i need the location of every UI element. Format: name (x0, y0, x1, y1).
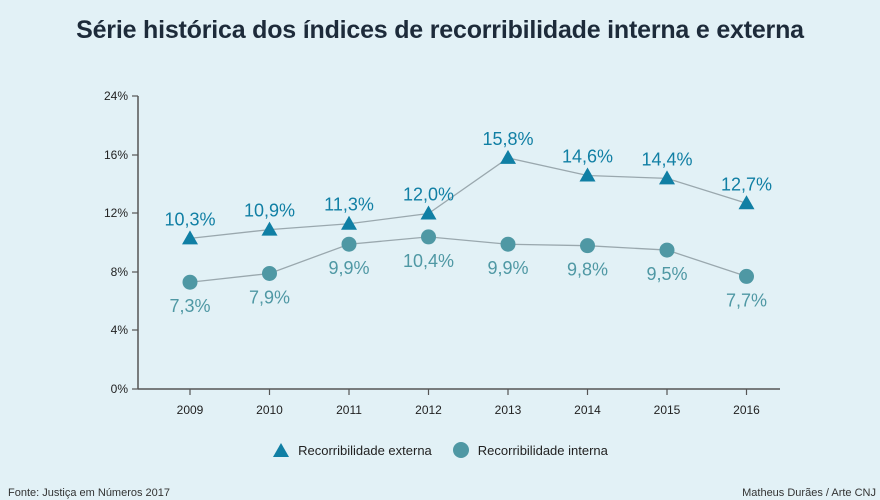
data-label-externa: 10,9% (244, 201, 295, 221)
data-point-interna (341, 236, 357, 252)
data-point-externa (659, 170, 675, 185)
legend-label-externa: Recorribilidade externa (298, 442, 432, 458)
chart-title: Série histórica dos índices de recorribi… (76, 16, 804, 44)
credit-note: Matheus Durães / Arte CNJ (742, 487, 876, 499)
x-tick-label: 2011 (336, 403, 362, 417)
x-tick-label: 2009 (177, 403, 204, 417)
data-label-interna: 7,9% (249, 287, 290, 307)
data-label-externa: 14,6% (562, 146, 613, 166)
legend-item-externa: Recorribilidade externa (272, 442, 432, 458)
legend-item-interna: Recorribilidade interna (452, 441, 608, 459)
data-label-interna: 9,8% (567, 260, 608, 280)
series-line-externa (189, 157, 747, 240)
data-label-externa: 15,8% (482, 129, 533, 149)
data-point-externa (579, 167, 596, 182)
data-label-externa: 10,3% (164, 209, 215, 229)
data-label-interna: 10,4% (403, 251, 454, 271)
series-line-interna (189, 236, 747, 283)
data-label-interna: 9,9% (328, 258, 369, 278)
data-label-externa: 11,3% (324, 195, 374, 215)
data-label-externa: 12,0% (403, 185, 454, 205)
data-point-interna (500, 236, 516, 252)
x-tick-label: 2012 (415, 403, 442, 417)
y-tick-label: 12% (104, 206, 128, 220)
data-point-externa (341, 215, 357, 230)
data-label-externa: 12,7% (721, 174, 772, 194)
data-point-externa (261, 221, 278, 236)
triangle-icon (273, 443, 290, 457)
y-tick-label: 24% (104, 89, 128, 103)
x-tick-label: 2010 (256, 403, 283, 417)
y-tick-label: 0% (111, 382, 129, 396)
data-point-interna (262, 265, 277, 281)
data-label-interna: 7,3% (169, 296, 210, 316)
data-label-interna: 7,7% (726, 290, 767, 310)
data-point-externa (738, 195, 755, 210)
y-tick-label: 8% (111, 265, 129, 279)
data-point-interna (421, 229, 436, 245)
x-tick-label: 2015 (654, 403, 681, 417)
data-point-interna (659, 242, 675, 258)
legend-label-interna: Recorribilidade interna (477, 442, 608, 458)
y-tick-label: 16% (104, 148, 128, 162)
y-tick-label: 4% (111, 323, 129, 337)
data-label-interna: 9,5% (646, 264, 687, 284)
data-point-externa (182, 230, 198, 245)
data-point-interna (739, 268, 754, 284)
x-tick-label: 2013 (495, 403, 522, 417)
data-point-externa (420, 205, 437, 220)
source-note: Fonte: Justiça em Números 2017 (8, 487, 171, 499)
data-point-externa (500, 149, 516, 164)
x-tick-label: 2016 (733, 403, 760, 417)
data-point-interna (580, 238, 595, 254)
x-tick-label: 2014 (574, 403, 601, 417)
data-point-interna (182, 274, 198, 290)
chart-legend: Recorribilidade externa Recorribilidade … (0, 441, 880, 459)
circle-icon (452, 442, 469, 458)
data-label-interna: 9,9% (487, 258, 528, 278)
data-label-externa: 14,4% (641, 149, 692, 169)
